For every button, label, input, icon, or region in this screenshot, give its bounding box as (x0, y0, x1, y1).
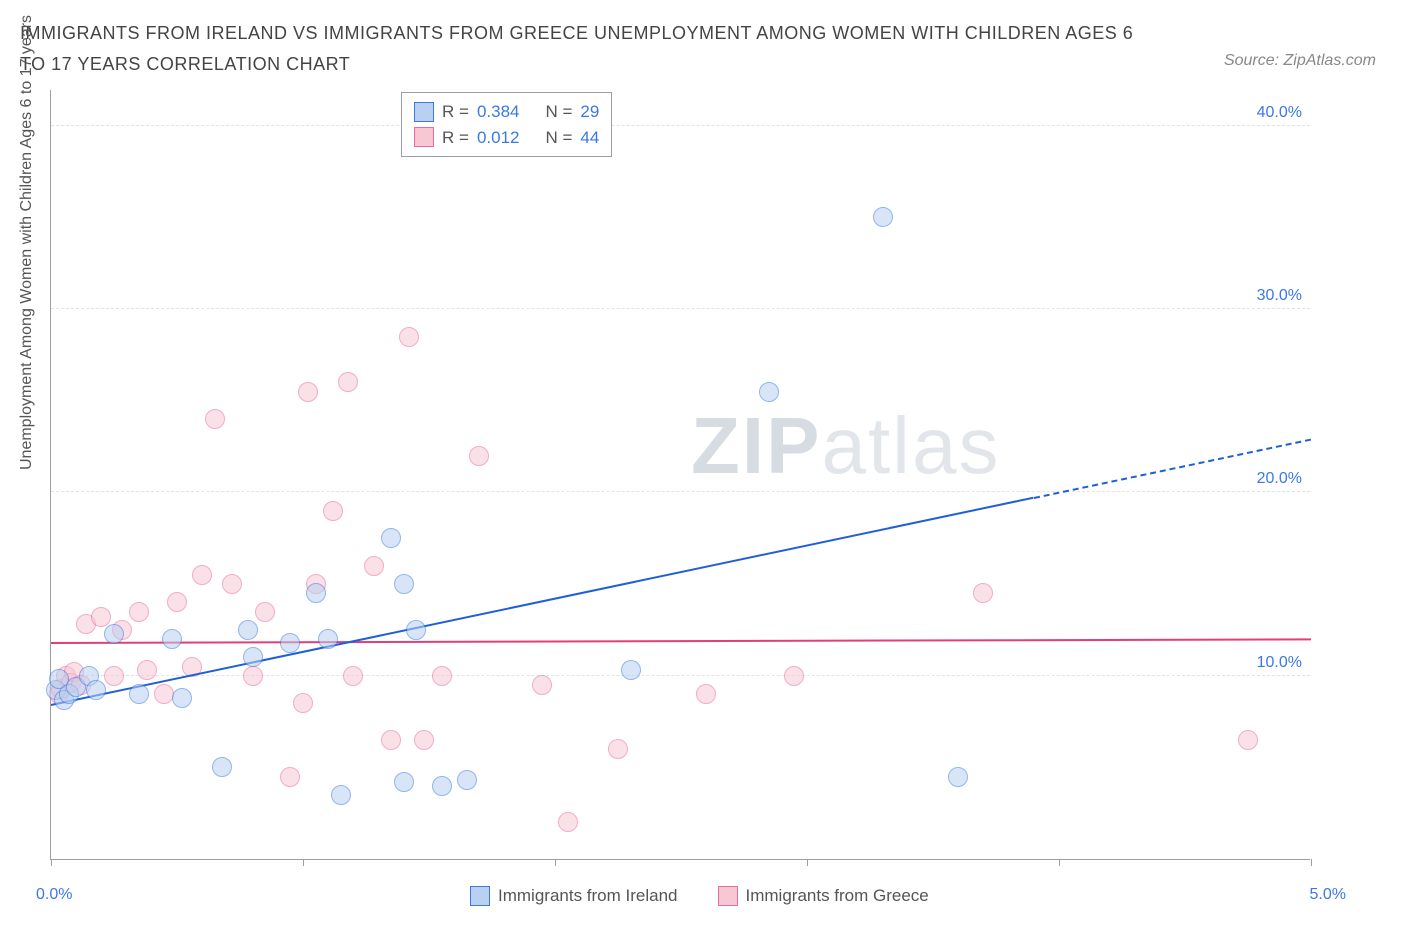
data-point-ireland (759, 382, 779, 402)
grid-line (51, 308, 1310, 309)
grid-line (51, 125, 1310, 126)
data-point-greece (469, 446, 489, 466)
data-point-ireland (331, 785, 351, 805)
y-tick-label: 20.0% (1257, 470, 1302, 488)
data-point-greece (205, 409, 225, 429)
data-point-greece (167, 592, 187, 612)
stats-row: R = 0.012 N = 44 (414, 125, 599, 151)
data-point-greece (696, 684, 716, 704)
y-tick-label: 30.0% (1257, 287, 1302, 305)
data-point-greece (784, 666, 804, 686)
r-label: R = (442, 125, 469, 151)
data-point-ireland (238, 620, 258, 640)
data-point-ireland (280, 633, 300, 653)
data-point-ireland (381, 528, 401, 548)
data-point-greece (222, 574, 242, 594)
data-point-greece (558, 812, 578, 832)
watermark-atlas: atlas (821, 401, 1000, 490)
n-label: N = (545, 125, 572, 151)
r-value: 0.012 (477, 125, 520, 151)
legend-swatch (718, 886, 738, 906)
watermark-zip: ZIP (691, 401, 821, 490)
x-max-label: 5.0% (1310, 886, 1346, 904)
data-point-greece (343, 666, 363, 686)
data-point-greece (280, 767, 300, 787)
x-min-label: 0.0% (36, 886, 72, 904)
data-point-greece (154, 684, 174, 704)
y-tick-label: 10.0% (1257, 654, 1302, 672)
data-point-ireland (162, 629, 182, 649)
data-point-ireland (873, 207, 893, 227)
data-point-ireland (243, 647, 263, 667)
data-point-ireland (948, 767, 968, 787)
data-point-ireland (621, 660, 641, 680)
data-point-greece (414, 730, 434, 750)
data-point-ireland (318, 629, 338, 649)
watermark: ZIPatlas (691, 400, 1000, 492)
r-label: R = (442, 99, 469, 125)
y-axis-label: Unemployment Among Women with Children A… (18, 15, 36, 470)
n-value: 29 (580, 99, 599, 125)
r-value: 0.384 (477, 99, 520, 125)
x-tick (1059, 859, 1060, 866)
x-tick (1311, 859, 1312, 866)
legend-item: Immigrants from Ireland (470, 886, 678, 906)
data-point-ireland (104, 624, 124, 644)
data-point-ireland (306, 583, 326, 603)
data-point-greece (137, 660, 157, 680)
stats-row: R = 0.384 N = 29 (414, 99, 599, 125)
x-tick (807, 859, 808, 866)
x-tick (51, 859, 52, 866)
chart-title: IMMIGRANTS FROM IRELAND VS IMMIGRANTS FR… (20, 18, 1140, 79)
data-point-greece (1238, 730, 1258, 750)
n-value: 44 (580, 125, 599, 151)
data-point-ireland (212, 757, 232, 777)
trend-line (1034, 438, 1312, 498)
data-point-greece (973, 583, 993, 603)
data-point-ireland (172, 688, 192, 708)
data-point-ireland (394, 772, 414, 792)
data-point-ireland (432, 776, 452, 796)
legend-label: Immigrants from Ireland (498, 886, 678, 906)
data-point-greece (192, 565, 212, 585)
correlation-stats-box: R = 0.384 N = 29 R = 0.012 N = 44 (401, 92, 612, 157)
data-point-greece (104, 666, 124, 686)
data-point-greece (298, 382, 318, 402)
legend-label: Immigrants from Greece (746, 886, 929, 906)
x-tick (555, 859, 556, 866)
n-label: N = (545, 99, 572, 125)
trend-line (51, 638, 1311, 644)
grid-line (51, 491, 1310, 492)
data-point-ireland (457, 770, 477, 790)
y-tick-label: 40.0% (1257, 104, 1302, 122)
data-point-greece (532, 675, 552, 695)
data-point-greece (381, 730, 401, 750)
data-point-greece (432, 666, 452, 686)
x-tick (303, 859, 304, 866)
scatter-plot: ZIPatlas 10.0% 20.0% 30.0% 40.0% R = 0.384 N =… (50, 90, 1310, 860)
data-point-greece (255, 602, 275, 622)
data-point-greece (399, 327, 419, 347)
grid-line (51, 675, 1310, 676)
data-point-greece (338, 372, 358, 392)
data-point-greece (364, 556, 384, 576)
legend-item: Immigrants from Greece (718, 886, 929, 906)
legend-swatch (414, 102, 434, 122)
series-legend: Immigrants from Ireland Immigrants from G… (470, 886, 929, 906)
source-attribution: Source: ZipAtlas.com (1224, 52, 1376, 70)
data-point-greece (243, 666, 263, 686)
data-point-greece (293, 693, 313, 713)
legend-swatch (414, 127, 434, 147)
data-point-ireland (406, 620, 426, 640)
data-point-ireland (86, 680, 106, 700)
data-point-ireland (129, 684, 149, 704)
data-point-greece (323, 501, 343, 521)
data-point-greece (129, 602, 149, 622)
data-point-greece (608, 739, 628, 759)
data-point-ireland (394, 574, 414, 594)
legend-swatch (470, 886, 490, 906)
